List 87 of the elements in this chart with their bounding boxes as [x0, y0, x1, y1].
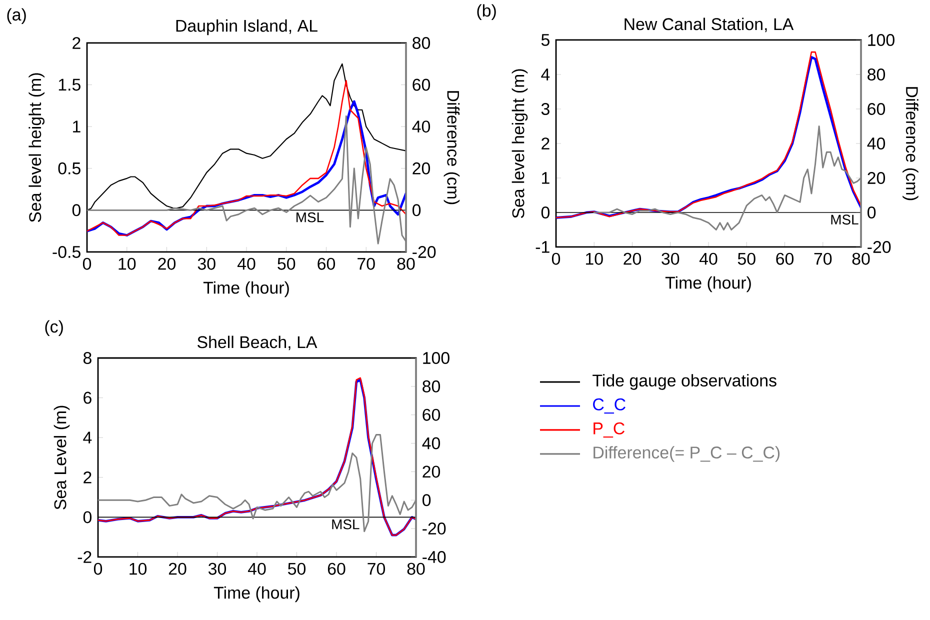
x-tick-label: 10 [130, 562, 147, 575]
ref-line-label: MSL [332, 519, 360, 530]
text: (b) [477, 4, 496, 20]
ref-line-label: MSL [831, 214, 858, 225]
x-tick-label: 50 [278, 258, 296, 270]
y-tick-label: 5 [541, 34, 550, 46]
x-axis-title: Time (hour) [665, 276, 751, 292]
y2-tick-label: 80 [412, 36, 430, 49]
x-tick-label: 50 [738, 252, 756, 265]
y2-tick-label: 40 [422, 437, 440, 450]
y2-tick-label: 100 [868, 34, 894, 46]
y2-tick-label: 60 [868, 102, 886, 115]
chart-title: Shell Beach, LA [198, 336, 318, 350]
y2-tick-label: 40 [867, 137, 886, 150]
y-axis-title: Sea Level (m) [54, 406, 70, 510]
y2-tick-label: 20 [868, 172, 886, 184]
y2-tick-label: 40 [412, 120, 430, 133]
legend-label: P_C [594, 422, 625, 438]
y2-tick-label: -20 [868, 240, 891, 253]
y2-tick-label: 20 [422, 466, 440, 478]
x-tick-label: 70 [358, 258, 375, 270]
y2-tick-label: 0 [868, 206, 876, 218]
y2-axis-title: Difference (cm) [902, 87, 918, 200]
y-tick-label: -2 [78, 551, 92, 563]
y-tick-label: 2 [84, 471, 92, 484]
y-axis-title: Sea level height (m) [512, 69, 528, 218]
x-tick-label: 60 [328, 562, 346, 575]
y2-tick-label: 0 [422, 494, 431, 506]
y-tick-label: 0 [72, 204, 81, 216]
ref-line-label: MSL [296, 212, 324, 222]
y-tick-label: 1.5 [58, 78, 80, 91]
y2-tick-label: 100 [423, 352, 450, 364]
x-tick-label: 0 [94, 562, 102, 575]
y-tick-label: 6 [84, 392, 92, 404]
y-tick-label: 1 [73, 120, 80, 132]
x-tick-label: 80 [397, 258, 415, 270]
x-tick-label: 30 [662, 252, 680, 265]
y2-axis-title: Difference (cm) [444, 91, 460, 204]
y2-tick-label: 60 [422, 408, 440, 421]
y-tick-label: -1 [536, 241, 550, 253]
text: (a) [7, 8, 26, 24]
x-tick-label: 10 [586, 252, 603, 265]
x-tick-label: 60 [776, 252, 794, 265]
x-tick-label: 70 [814, 252, 832, 265]
x-tick-label: 30 [198, 258, 216, 270]
y2-tick-label: -20 [412, 246, 436, 258]
x-tick-label: 40 [237, 258, 256, 270]
x-tick-label: 80 [852, 252, 870, 265]
x-tick-label: 0 [552, 252, 560, 265]
y-tick-label: 2 [542, 138, 550, 150]
y2-tick-label: 20 [412, 162, 430, 174]
y-tick-label: 0 [83, 511, 92, 524]
y-tick-label: 8 [83, 352, 92, 364]
y2-tick-label: 60 [412, 78, 430, 91]
y-tick-label: 2 [72, 37, 80, 49]
y2-tick-label: 0 [412, 204, 421, 216]
y2-tick-label: 80 [422, 380, 440, 392]
legend-label: C_C [593, 398, 626, 414]
y-tick-label: 0 [541, 206, 550, 218]
x-tick-label: 50 [288, 562, 306, 575]
y-axis-title: Sea level height (m) [28, 73, 44, 222]
y-tick-label: 3 [541, 102, 550, 115]
y2-tick-label: -40 [422, 550, 446, 563]
text: (c) [45, 320, 63, 336]
x-tick-label: 20 [168, 562, 186, 575]
x-axis-title: Time (hour) [203, 281, 289, 298]
x-tick-label: 10 [118, 258, 136, 270]
x-tick-label: 70 [368, 562, 386, 575]
x-tick-label: 80 [407, 562, 425, 575]
y2-tick-label: 80 [868, 68, 886, 80]
y-tick-label: 1 [542, 172, 550, 184]
y-tick-label: 4 [541, 68, 550, 80]
y-tick-label: -0.5 [52, 246, 80, 258]
y-tick-label: 0.5 [58, 162, 80, 174]
x-tick-label: 40 [248, 562, 266, 575]
chart-title: Dauphin Island, AL [176, 19, 318, 36]
x-tick-label: 20 [624, 252, 642, 265]
x-tick-label: 20 [158, 258, 176, 270]
y-tick-label: 4 [83, 432, 92, 444]
legend-label: Difference(= P_C – C_C) [594, 446, 780, 462]
legend-label: Tide gauge observations [592, 374, 776, 390]
y2-tick-label: -20 [422, 522, 446, 535]
x-axis-title: Time (hour) [214, 586, 300, 602]
x-tick-label: 60 [318, 258, 336, 270]
x-tick-label: 30 [208, 562, 226, 575]
chart-title: New Canal Station, LA [624, 18, 794, 32]
x-tick-label: 40 [699, 252, 718, 265]
